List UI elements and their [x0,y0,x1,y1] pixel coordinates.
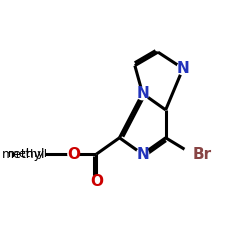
Circle shape [184,145,202,163]
Text: O: O [67,147,80,162]
Circle shape [177,62,189,75]
Text: methyl: methyl [2,148,45,161]
Text: O: O [90,174,103,188]
Text: N: N [136,147,149,162]
Text: methyl: methyl [8,149,47,159]
Circle shape [136,148,149,160]
Circle shape [91,176,102,186]
Text: Br: Br [192,147,212,162]
Circle shape [136,87,149,100]
Text: N: N [176,61,189,76]
Text: N: N [136,86,149,101]
Circle shape [68,149,79,160]
